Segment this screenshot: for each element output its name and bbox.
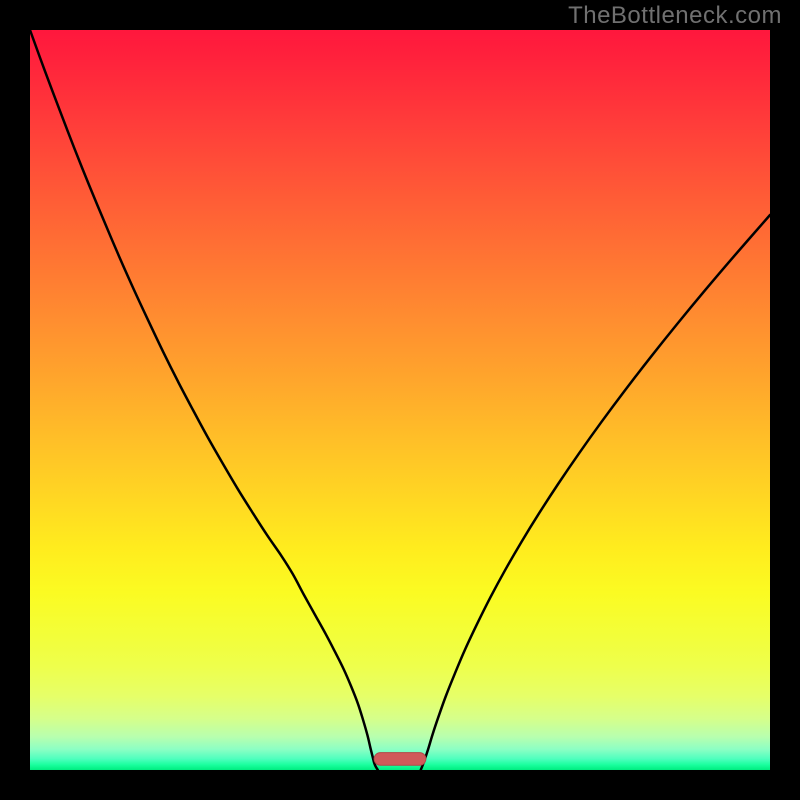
optimal-marker — [374, 753, 426, 766]
chart-stage: TheBottleneck.com — [0, 0, 800, 800]
bottleneck-chart — [0, 0, 800, 800]
watermark-text: TheBottleneck.com — [568, 2, 782, 30]
plot-background — [30, 30, 770, 770]
